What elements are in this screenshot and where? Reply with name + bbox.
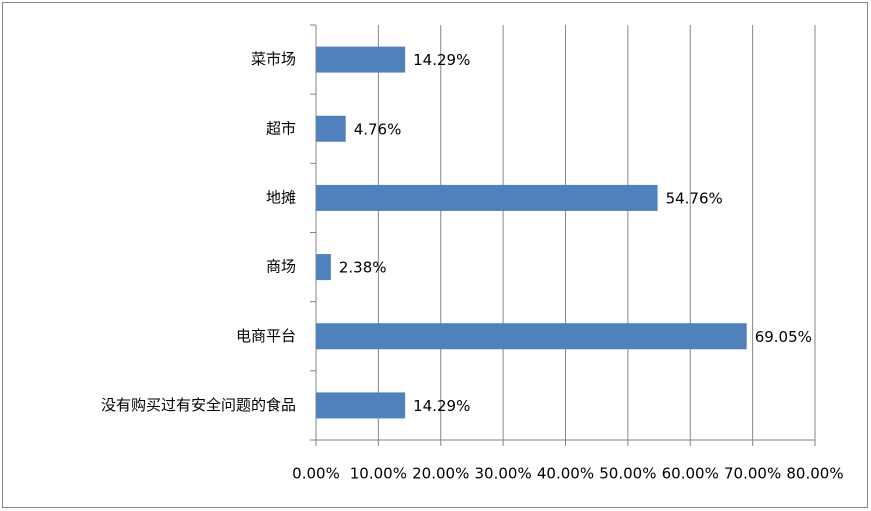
x-tick-label: 50.00%	[599, 465, 656, 483]
y-tick-label: 超市	[266, 119, 296, 137]
value-label: 2.38%	[339, 259, 387, 277]
value-label: 4.76%	[354, 120, 402, 138]
x-tick-label: 40.00%	[537, 465, 594, 483]
x-tick-label: 80.00%	[786, 465, 843, 483]
y-tick-label: 地摊	[266, 188, 296, 206]
x-tick-label: 20.00%	[412, 465, 469, 483]
x-tick-label: 0.00%	[292, 465, 340, 483]
x-tick-label: 30.00%	[475, 465, 532, 483]
bar	[316, 184, 658, 211]
bar	[316, 115, 346, 142]
x-tick-label: 70.00%	[724, 465, 781, 483]
value-label: 14.29%	[413, 51, 470, 69]
bar	[316, 46, 406, 73]
bar	[316, 392, 406, 419]
value-label: 54.76%	[666, 189, 723, 207]
y-tick-label: 商场	[266, 258, 296, 276]
y-tick-label: 没有购买过有安全问题的食品	[101, 396, 296, 414]
x-tick-label: 10.00%	[350, 465, 407, 483]
bar	[316, 254, 331, 281]
bar	[316, 323, 747, 350]
x-tick-label: 60.00%	[662, 465, 719, 483]
y-tick-label: 电商平台	[236, 327, 296, 345]
y-tick-label: 菜市场	[251, 50, 296, 68]
value-label: 69.05%	[755, 328, 812, 346]
value-label: 14.29%	[413, 397, 470, 415]
